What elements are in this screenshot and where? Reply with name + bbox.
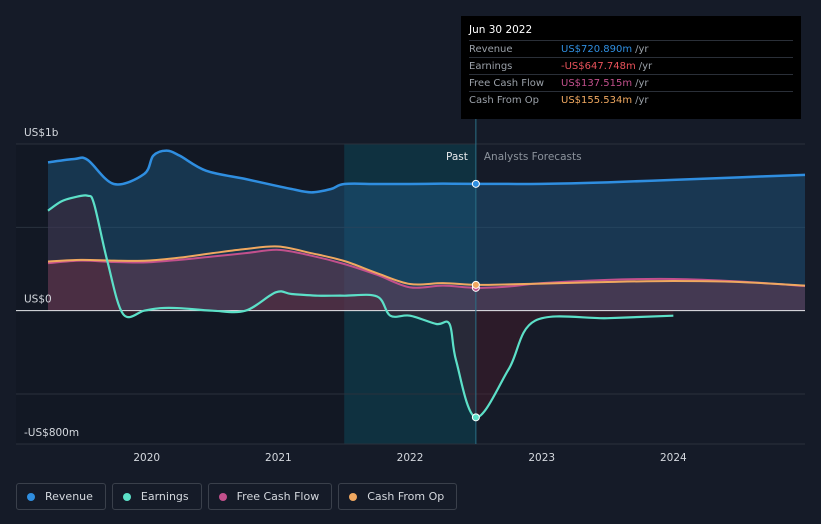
y-label-top: US$1b (24, 127, 59, 139)
forecast-label: Analysts Forecasts (484, 151, 582, 163)
tooltip-value: US$155.534m (561, 94, 633, 106)
tooltip-value: US$720.890m (561, 43, 633, 55)
tooltip-value: US$137.515m (561, 77, 633, 89)
x-tick-label: 2021 (265, 452, 292, 464)
legend-item-free-cash-flow[interactable]: Free Cash Flow (207, 483, 333, 510)
tooltip-label: Free Cash Flow (469, 77, 545, 89)
tooltip-row-cash-from-op: Cash From Op US$155.534m /yr (469, 92, 793, 108)
x-tick-label: 2022 (397, 452, 424, 464)
free-cash-flow-line (47, 248, 806, 289)
x-tick-label: 2024 (660, 452, 687, 464)
cash-from-op-marker (471, 280, 480, 289)
chart-legend: Revenue Earnings Free Cash Flow Cash Fro… (16, 483, 458, 510)
tooltip-unit: /yr (635, 94, 649, 106)
free-cash-flow-dot-icon (218, 492, 227, 501)
legend-item-revenue[interactable]: Revenue (16, 483, 106, 510)
tooltip-label: Revenue (469, 43, 513, 55)
cash-from-op-dot-icon (349, 492, 358, 501)
legend-label: Free Cash Flow (236, 490, 320, 503)
tooltip-value: -US$647.748m (561, 60, 636, 72)
free-cash-flow-area (48, 249, 805, 311)
revenue-marker (471, 179, 480, 188)
revenue-line (47, 149, 806, 194)
tooltip-label: Cash From Op (469, 94, 540, 106)
earnings-dot-icon (122, 492, 131, 501)
hover-tooltip: Jun 30 2022 Revenue US$720.890m /yr Earn… (461, 16, 801, 119)
tooltip-date: Jun 30 2022 (469, 24, 793, 41)
legend-item-earnings[interactable]: Earnings (111, 483, 202, 510)
earnings-marker (471, 413, 480, 422)
y-label-zero: US$0 (24, 294, 52, 306)
tooltip-row-free-cash-flow: Free Cash Flow US$137.515m /yr (469, 75, 793, 92)
past-label: Past (446, 151, 468, 163)
earnings-area (48, 195, 674, 418)
tooltip-label: Earnings (469, 60, 513, 72)
tooltip-unit: /yr (635, 77, 649, 89)
x-tick-label: 2020 (133, 452, 160, 464)
tooltip-row-revenue: Revenue US$720.890m /yr (469, 41, 793, 58)
tooltip-unit: /yr (635, 43, 649, 55)
legend-label: Earnings (140, 490, 189, 503)
revenue-dot-icon (27, 492, 35, 501)
cash-from-op-line (47, 245, 806, 287)
legend-label: Cash From Op (367, 490, 445, 503)
x-tick-label: 2023 (528, 452, 555, 464)
tooltip-row-earnings: Earnings -US$647.748m /yr (469, 58, 793, 75)
legend-item-cash-from-op[interactable]: Cash From Op (338, 483, 458, 510)
revenue-area (48, 150, 805, 311)
y-label-bottom: -US$800m (24, 427, 79, 439)
tooltip-unit: /yr (638, 60, 653, 72)
legend-label: Revenue (45, 490, 93, 503)
